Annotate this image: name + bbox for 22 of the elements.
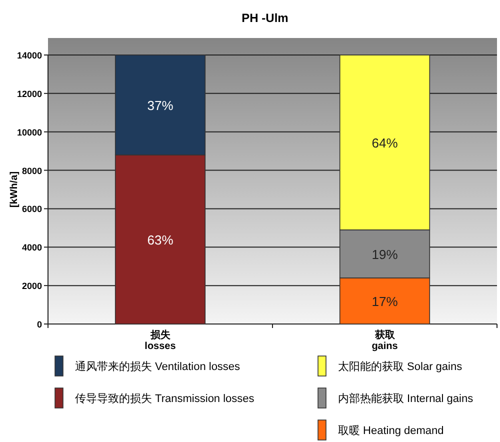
- annotation: 19%: [372, 246, 398, 262]
- legend-label: 取暖 Heating demand: [338, 424, 444, 437]
- y-tick-label: 8000: [22, 166, 42, 176]
- y-tick-label: 4000: [22, 242, 42, 253]
- annotation: 17%: [372, 294, 398, 309]
- y-tick-label: 10000: [16, 127, 42, 138]
- annotation: 63%: [147, 232, 174, 248]
- legend-label: 太阳能的获取 Solar gains: [338, 360, 463, 373]
- y-tick-label: 14000: [16, 50, 42, 60]
- y-axis-title: [kWh/a]: [9, 171, 20, 208]
- y-tick-label: 6000: [22, 204, 42, 214]
- legend-label: 传导导致的损失 Transmission losses: [75, 392, 255, 405]
- annotation: 64%: [372, 135, 398, 150]
- y-tick-label: 2000: [22, 281, 42, 292]
- x-tick-label: 损失 losses: [144, 329, 176, 352]
- chart-title: PH -Ulm: [242, 11, 288, 25]
- y-tick-label: 0: [36, 320, 42, 330]
- legend-label: 内部热能获取 Internal gains: [338, 392, 474, 405]
- y-tick-label: 12000: [16, 88, 42, 99]
- legend-label: 通风带来的损失 Ventilation losses: [75, 360, 241, 373]
- x-tick-label: 获取 gains: [372, 329, 398, 352]
- annotation: 37%: [147, 98, 174, 113]
